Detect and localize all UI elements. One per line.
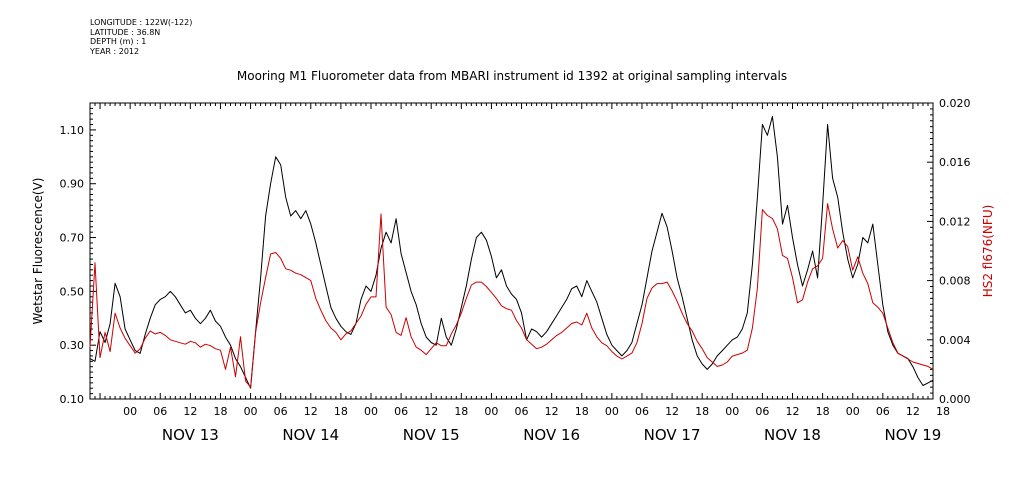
hour-tick-label: 12: [906, 405, 920, 418]
hour-tick-label: 18: [213, 405, 227, 418]
hour-tick-label: 00: [123, 405, 137, 418]
left-tick-label: 0.70: [60, 232, 85, 245]
hour-tick-label: 00: [364, 405, 378, 418]
chart-title: Mooring M1 Fluorometer data from MBARI i…: [237, 69, 787, 83]
latitude-label: LATITUDE : 36.8N: [90, 27, 161, 37]
hour-tick-label: 06: [635, 405, 649, 418]
station-metadata: LONGITUDE : 122W(-122) LATITUDE : 36.8N …: [90, 18, 192, 56]
hour-tick-label: 06: [153, 405, 167, 418]
longitude-label: LONGITUDE : 122W(-122): [90, 18, 193, 27]
hour-tick-label: 12: [304, 405, 318, 418]
right-tick-label: 0.008: [939, 275, 971, 288]
right-tick-label: 0.016: [939, 156, 971, 169]
day-tick-label: NOV 18: [764, 426, 821, 444]
day-tick-label: NOV 19: [884, 426, 941, 444]
right-tick-label: 0.020: [939, 97, 971, 110]
left-axis-label: Wetstar Fluorescence(V): [31, 178, 45, 325]
hour-tick-label: 00: [605, 405, 619, 418]
left-tick-label: 0.30: [60, 339, 85, 352]
day-tick-label: NOV 17: [644, 426, 701, 444]
hour-tick-label: 06: [876, 405, 890, 418]
day-tick-label: NOV 13: [162, 426, 219, 444]
day-tick-label: NOV 15: [403, 426, 460, 444]
series-layer: [89, 116, 934, 389]
right-axis: 0.000 0.004 0.008 0.012 0.016 0.020: [927, 97, 971, 406]
hs2-fl676-line: [89, 203, 934, 388]
hour-tick-label: 06: [755, 405, 769, 418]
hour-tick-label: 06: [274, 405, 288, 418]
hour-tick-label: 12: [424, 405, 438, 418]
wetstar-fluorescence-line: [89, 116, 934, 389]
hour-tick-label: 12: [545, 405, 559, 418]
hour-tick-label: 12: [665, 405, 679, 418]
hour-tick-label: 18: [816, 405, 830, 418]
hour-tick-label: 00: [484, 405, 498, 418]
right-axis-label: HS2 fl676(NFU): [981, 205, 995, 298]
hour-tick-label: 12: [786, 405, 800, 418]
hour-tick-label: 06: [394, 405, 408, 418]
hour-tick-label: 18: [334, 405, 348, 418]
hour-tick-label: 18: [575, 405, 589, 418]
plot-frame: [89, 102, 934, 400]
day-tick-label: NOV 14: [282, 426, 339, 444]
hour-tick-label: 06: [515, 405, 529, 418]
x-axis: 00 06 12 18 00 06 12 18 00 06 12 18 00 06 12 18 00 06 12 18…: [89, 103, 950, 444]
hour-tick-label: 12: [183, 405, 197, 418]
left-tick-label: 0.50: [60, 285, 85, 298]
hour-tick-label: 00: [846, 405, 860, 418]
left-tick-label: 0.10: [60, 393, 85, 406]
hour-tick-label: 18: [695, 405, 709, 418]
depth-label: DEPTH (m) : 1: [90, 37, 147, 46]
hour-tick-label: 18: [936, 405, 950, 418]
year-label: YEAR : 2012: [90, 46, 140, 56]
hour-tick-label: 00: [725, 405, 739, 418]
hour-tick-label: 18: [454, 405, 468, 418]
hour-tick-label: 00: [244, 405, 258, 418]
right-tick-label: 0.000: [939, 393, 971, 406]
left-axis: 0.10 0.30 0.50 0.70 0.90 1.10: [60, 102, 96, 406]
day-tick-label: NOV 16: [523, 426, 580, 444]
left-tick-label: 0.90: [60, 178, 85, 191]
right-tick-label: 0.004: [939, 334, 971, 347]
right-tick-label: 0.012: [939, 215, 971, 228]
left-tick-label: 1.10: [60, 124, 85, 137]
